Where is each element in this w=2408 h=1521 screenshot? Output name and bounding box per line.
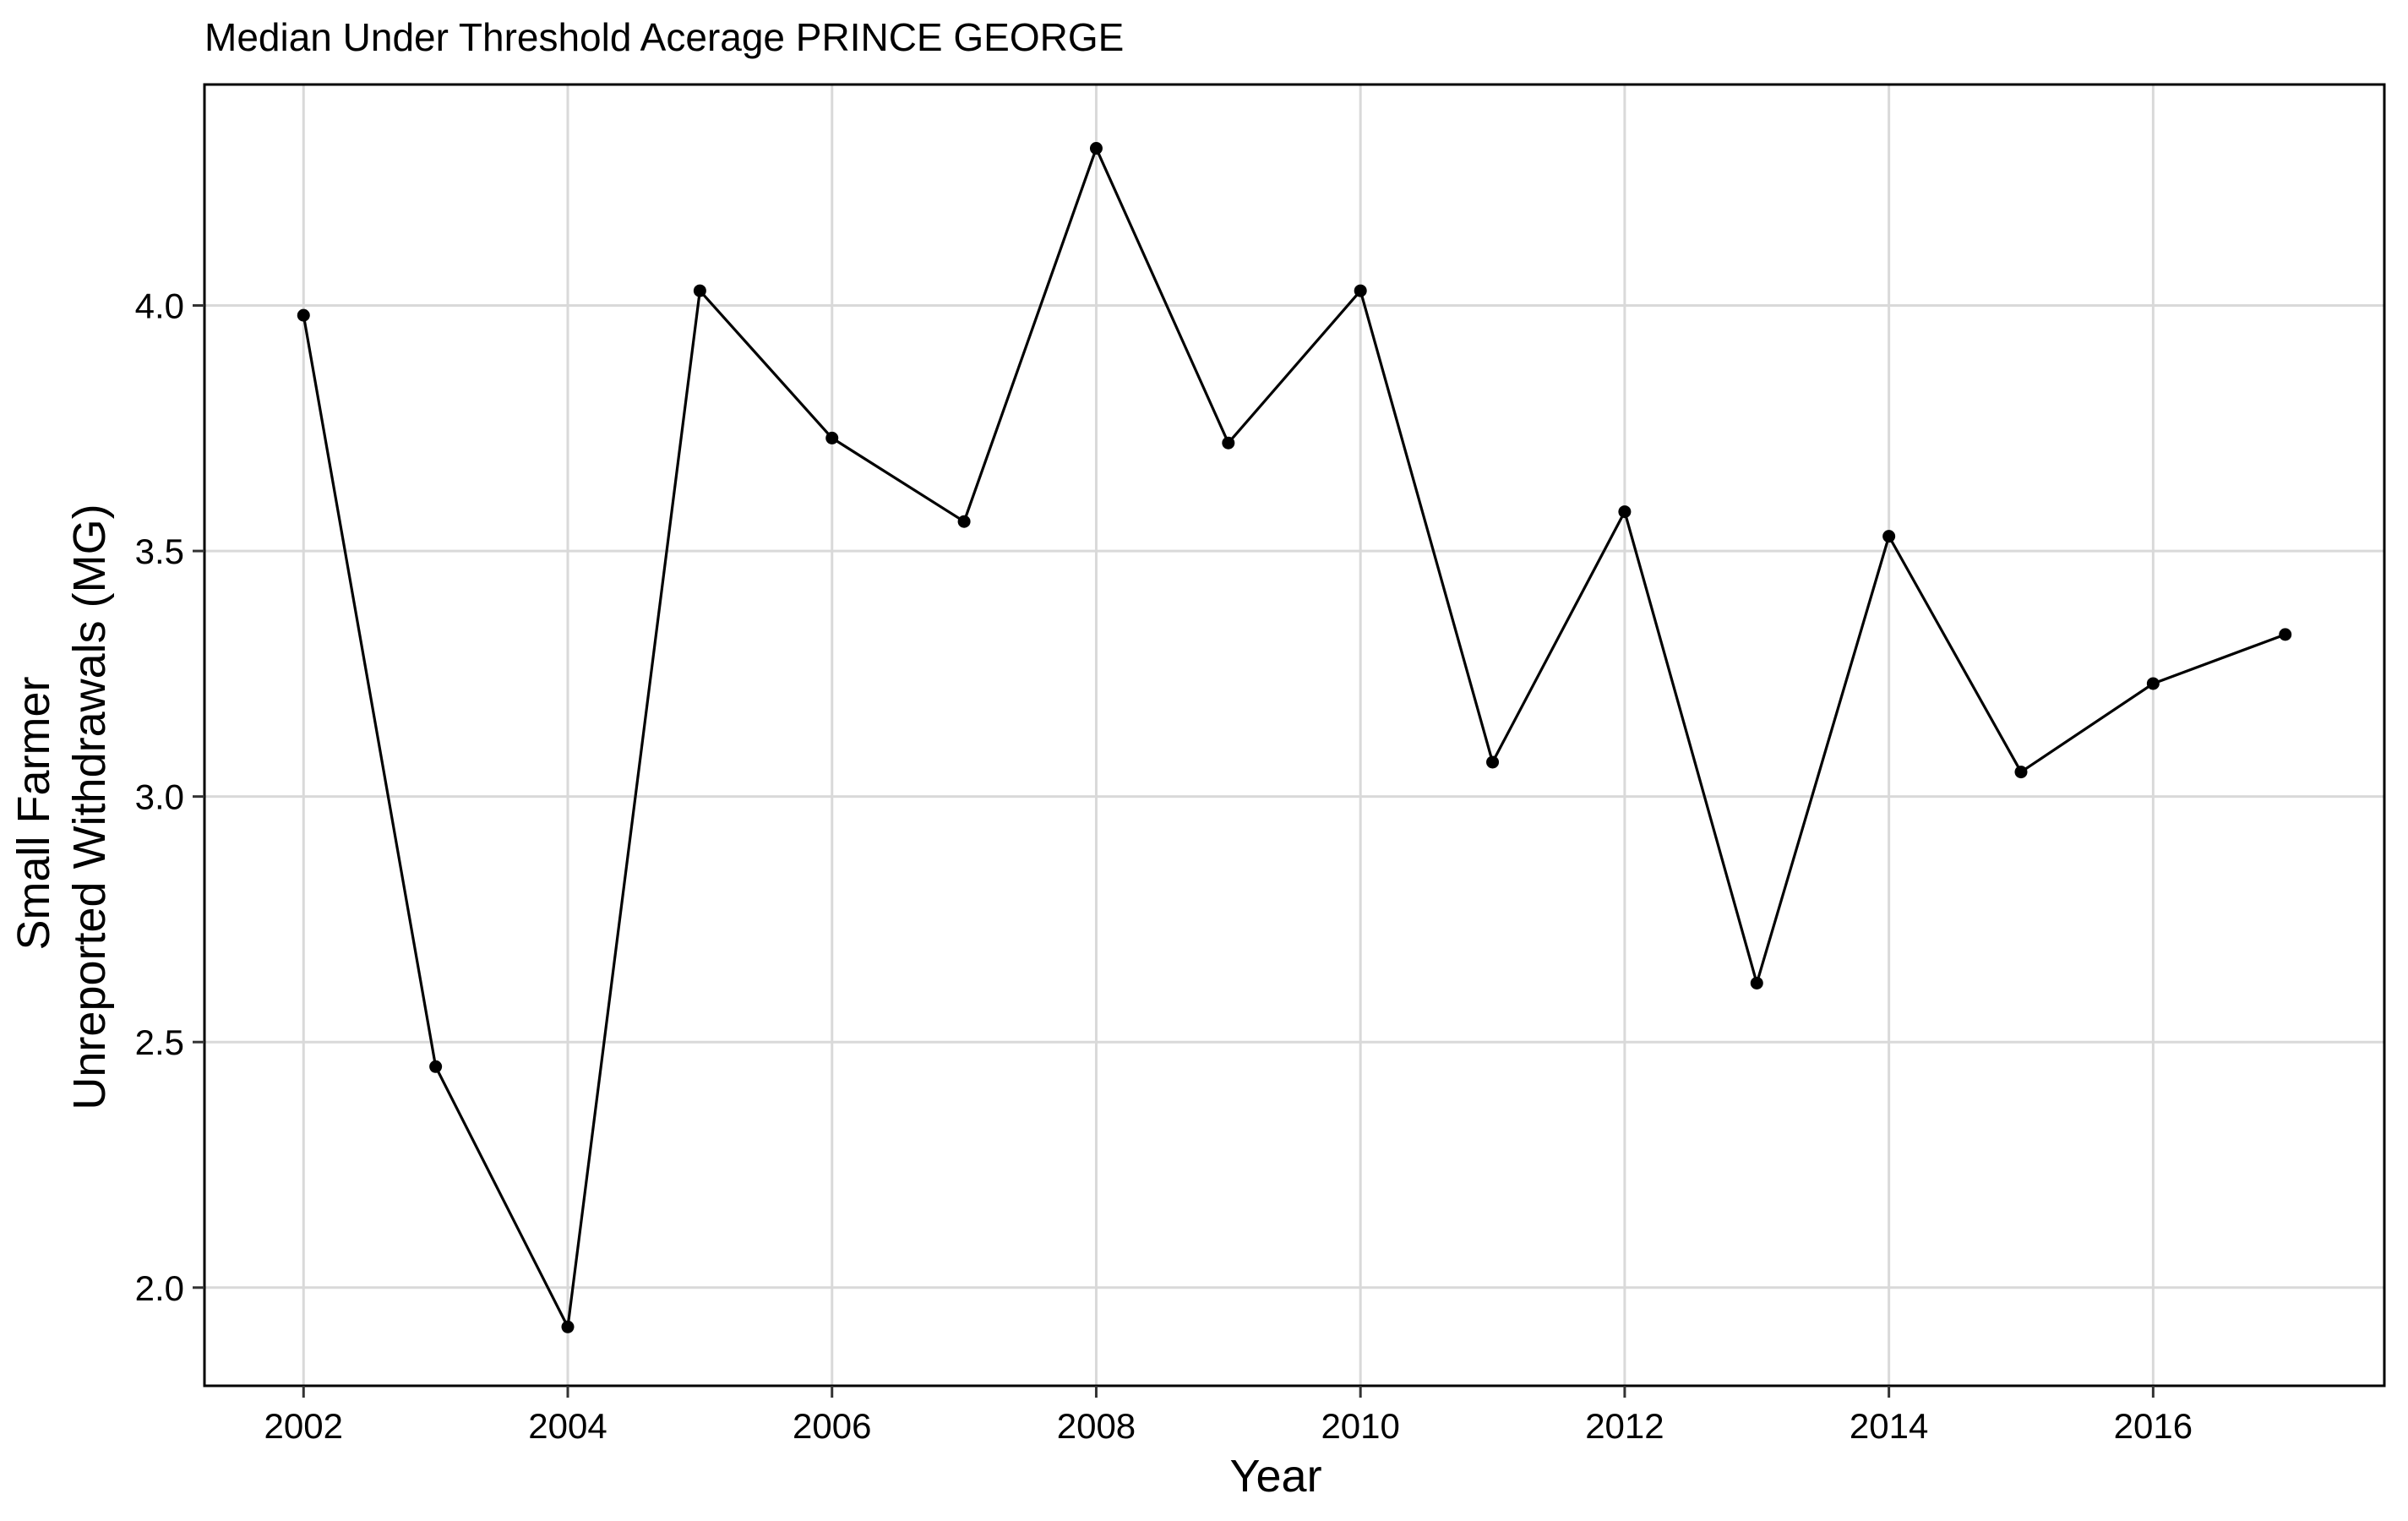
data-point (2279, 628, 2292, 641)
data-point (1486, 755, 1500, 769)
y-axis-title: Small Farmer Unreported Withdrawals (MG) (8, 504, 115, 1109)
data-point (429, 1060, 443, 1073)
data-line-layer (302, 146, 2287, 1328)
data-point (1750, 976, 1763, 989)
y-tick-label: 2.0 (135, 1268, 184, 1308)
series-line-segment (2019, 682, 2155, 774)
series-line-segment (2151, 633, 2287, 685)
grid-lines (204, 84, 2384, 1386)
data-point (825, 431, 839, 444)
series-line-segment (302, 313, 438, 1068)
series-line-segment (1623, 510, 1758, 985)
x-tick-label: 2014 (1850, 1406, 1928, 1446)
series-line-segment (1227, 289, 1362, 444)
data-point (1354, 284, 1367, 297)
y-axis-title-line-1: Small Farmer (8, 676, 59, 950)
data-point (1618, 505, 1632, 519)
series-line-segment (566, 289, 701, 1328)
x-axis: 2002 2004 2006 2008 2010 2012 2014 2016 (264, 1386, 2193, 1446)
y-tick-label: 3.5 (135, 532, 184, 571)
data-point (1882, 530, 1896, 543)
series-line-segment (1888, 535, 2023, 774)
data-point (957, 515, 971, 528)
x-tick-label: 2010 (1321, 1406, 1399, 1446)
data-point (693, 284, 706, 297)
data-point (2146, 677, 2160, 690)
y-tick-label: 3.0 (135, 777, 184, 817)
data-point (561, 1320, 575, 1333)
y-axis: 2.0 2.5 3.0 3.5 4.0 (135, 286, 204, 1308)
series-line-segment (1094, 146, 1230, 444)
x-tick-label: 2002 (264, 1406, 343, 1446)
x-tick-label: 2012 (1585, 1406, 1664, 1446)
series-line-segment (1359, 289, 1495, 764)
data-points-layer (297, 142, 2292, 1333)
data-point (1222, 436, 1235, 450)
series-line-segment (831, 436, 966, 523)
x-tick-label: 2008 (1057, 1406, 1136, 1446)
chart-title: Median Under Threshold Acerage PRINCE GE… (204, 15, 1124, 59)
series-line-segment (434, 1065, 569, 1328)
data-point (297, 308, 310, 322)
y-axis-title-line-2: Unreported Withdrawals (MG) (64, 504, 115, 1109)
data-point (1089, 142, 1103, 155)
x-tick-label: 2004 (528, 1406, 607, 1446)
data-point (2014, 766, 2028, 779)
series-line-segment (962, 146, 1098, 523)
plot-panel-border (203, 83, 2386, 1387)
y-tick-label: 4.0 (135, 286, 184, 326)
series-line-segment (1755, 535, 1891, 985)
x-tick-label: 2016 (2114, 1406, 2193, 1446)
series-line-segment (1490, 510, 1626, 764)
x-axis-title: Year (1229, 1451, 1321, 1502)
x-tick-label: 2006 (793, 1406, 871, 1446)
series-line-segment (698, 289, 834, 440)
y-tick-label: 2.5 (135, 1022, 184, 1062)
